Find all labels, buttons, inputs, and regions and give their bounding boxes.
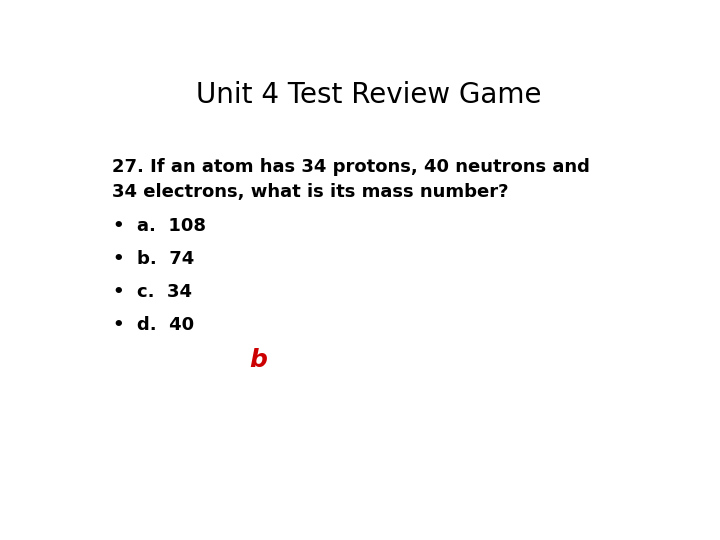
Text: b: b (249, 348, 267, 372)
Text: •: • (112, 316, 124, 334)
Text: d.  40: d. 40 (138, 316, 194, 334)
Text: 34 electrons, what is its mass number?: 34 electrons, what is its mass number? (112, 183, 509, 201)
Text: Unit 4 Test Review Game: Unit 4 Test Review Game (197, 82, 541, 110)
Text: •: • (112, 250, 124, 268)
Text: •: • (112, 283, 124, 301)
Text: a.  108: a. 108 (138, 217, 207, 234)
Text: c.  34: c. 34 (138, 283, 192, 301)
Text: b.  74: b. 74 (138, 250, 194, 268)
Text: •: • (112, 217, 124, 234)
Text: 27. If an atom has 34 protons, 40 neutrons and: 27. If an atom has 34 protons, 40 neutro… (112, 158, 590, 177)
